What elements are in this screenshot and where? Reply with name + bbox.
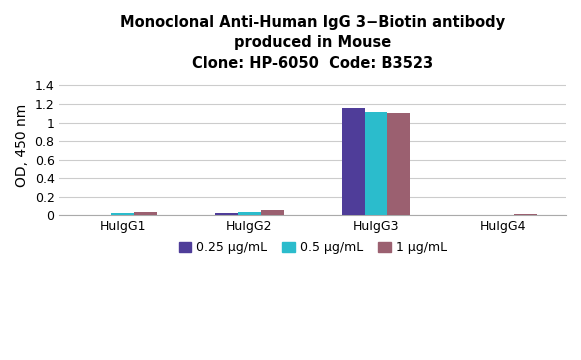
Y-axis label: OD, 450 nm: OD, 450 nm — [15, 104, 29, 188]
Bar — [342, 108, 365, 215]
Bar — [514, 214, 537, 215]
Title: Monoclonal Anti-Human IgG 3−Biotin antibody
produced in Mouse
Clone: HP-6050  Co: Monoclonal Anti-Human IgG 3−Biotin antib… — [120, 15, 505, 71]
Bar — [134, 212, 157, 215]
Bar — [388, 113, 410, 215]
Bar — [112, 213, 134, 215]
Bar — [215, 213, 238, 215]
Legend: 0.25 µg/mL, 0.5 µg/mL, 1 µg/mL: 0.25 µg/mL, 0.5 µg/mL, 1 µg/mL — [174, 237, 451, 259]
Bar — [365, 112, 388, 215]
Bar — [238, 212, 261, 215]
Bar — [261, 210, 284, 215]
